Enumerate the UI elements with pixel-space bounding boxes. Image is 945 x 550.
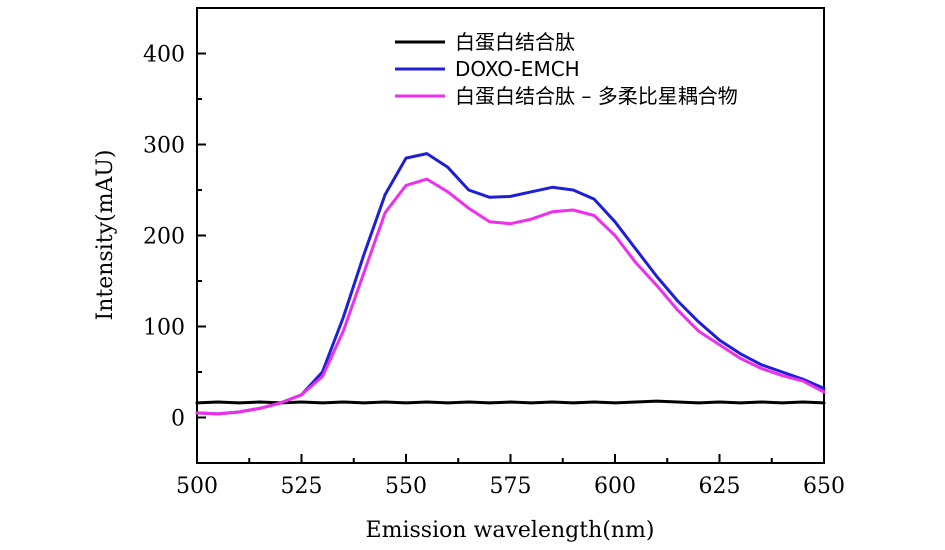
series-lines [195, 152, 826, 416]
x-tick-label: 625 [699, 474, 741, 499]
legend-label: DOXO-EMCH [455, 57, 580, 81]
y-tick-label: 300 [143, 134, 185, 159]
series-line [195, 152, 826, 416]
x-tick-label: 600 [594, 474, 636, 499]
x-tick-label: 500 [176, 474, 218, 499]
y-axis-title: Intensity(mAU) [93, 150, 118, 321]
y-tick-label: 200 [143, 225, 185, 250]
x-tick-label: 650 [803, 474, 845, 499]
series-line [195, 177, 826, 416]
x-tick-label: 575 [490, 474, 532, 499]
x-tick-label: 550 [385, 474, 427, 499]
legend: 白蛋白结合肽 DOXO-EMCH 白蛋白结合肽 – 多柔比星耦合物 [395, 30, 738, 108]
y-tick-label: 400 [143, 43, 185, 68]
legend-label: 白蛋白结合肽 [455, 30, 575, 54]
series-line [195, 399, 826, 405]
legend-label: 白蛋白结合肽 – 多柔比星耦合物 [455, 84, 738, 108]
y-tick-label: 100 [143, 316, 185, 341]
axis-ticks: 500 525 550 575 600 625 650 0 100 200 300 400 [143, 7, 845, 499]
x-tick-label: 525 [281, 474, 323, 499]
x-axis-title: Emission wavelength(nm) [366, 518, 655, 543]
y-tick-label: 0 [171, 407, 185, 432]
